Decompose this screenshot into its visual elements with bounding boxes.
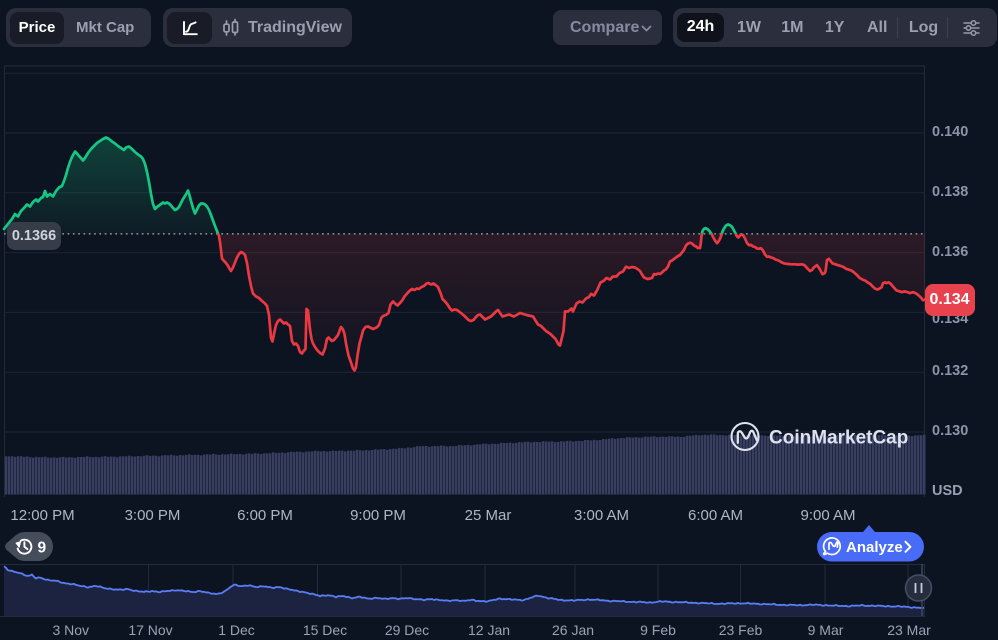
svg-text:9: 9 (38, 539, 47, 556)
svg-text:Analyze: Analyze (846, 539, 903, 556)
svg-text:CoinMarketCap: CoinMarketCap (769, 428, 908, 449)
